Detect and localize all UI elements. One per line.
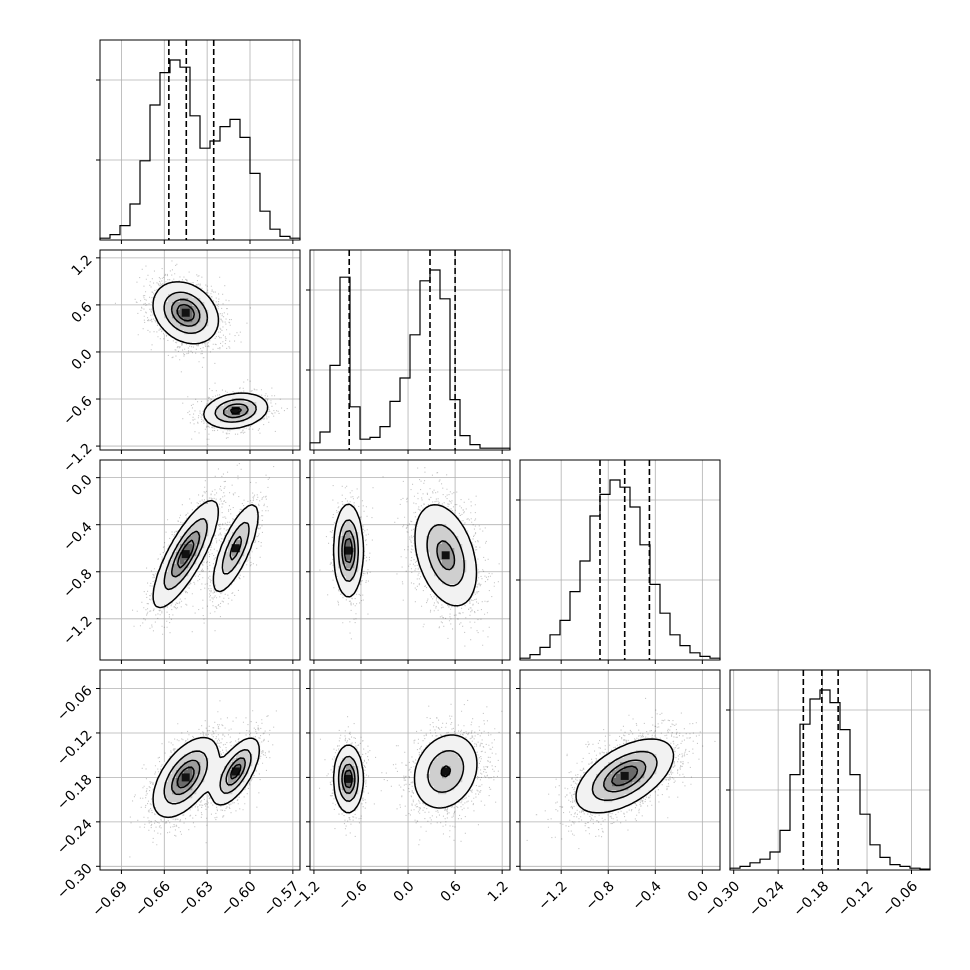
density-peak (181, 308, 190, 317)
x-tick-label: −1.2 (535, 878, 570, 913)
scatter-panel-0-1 (96, 249, 301, 454)
contour-line-level-1 (337, 749, 465, 802)
histogram-step (99, 59, 301, 240)
x-tick-label: −0.60 (218, 878, 260, 920)
x-tick-label: −0.24 (746, 878, 788, 920)
histogram-panel-2 (516, 459, 721, 664)
contour-line-level-0 (332, 503, 478, 607)
y-tick-label: 0.0 (69, 346, 96, 373)
scatter-panel-0-3 (96, 669, 301, 874)
x-tick-label: −0.30 (702, 878, 744, 920)
contour-line-level-0 (152, 736, 261, 819)
y-tick-label: −0.18 (54, 772, 96, 814)
density-fill-level-3 (176, 306, 241, 415)
scatter-panel-1-2 (306, 459, 511, 664)
panel-frame (99, 249, 301, 451)
scatter-panel-0-2 (96, 459, 301, 664)
panel-frame (729, 669, 931, 871)
x-tick-label: −0.66 (132, 878, 174, 920)
density-peak (231, 767, 240, 776)
density-peak (231, 406, 240, 415)
histogram-step (309, 269, 511, 450)
y-tick-label: −0.06 (54, 683, 96, 725)
contour-line-level-2 (341, 763, 452, 795)
density-fill-level-3 (176, 766, 241, 787)
density-peak (344, 774, 353, 783)
contour-line-level-1 (163, 291, 257, 423)
y-tick-label: −0.8 (60, 566, 95, 601)
histogram-panel-1 (306, 249, 511, 454)
contour-line-level-2 (603, 759, 647, 793)
y-tick-label: −0.30 (54, 861, 96, 903)
contour-line-level-3 (343, 537, 353, 564)
contour-line-level-0 (575, 738, 675, 814)
density-fill-level-1 (338, 520, 467, 585)
y-tick-label: −1.2 (60, 613, 95, 648)
x-tick-label: −0.63 (175, 878, 217, 920)
contour-line-level-1 (591, 750, 658, 802)
x-tick-label: −0.6 (335, 878, 370, 913)
contour-line-level-3 (176, 763, 242, 789)
density-fill-level-1 (164, 520, 249, 589)
x-tick-label: −0.18 (791, 878, 833, 920)
contour-line-level-0 (152, 281, 269, 430)
contour-line-level-3 (343, 769, 353, 789)
panel-frame (519, 459, 721, 661)
y-tick-label: −0.12 (54, 727, 96, 769)
panel-frame (309, 249, 511, 451)
contour-line-level-1 (163, 749, 252, 805)
contour-line-level-1 (163, 518, 250, 591)
density-peak (344, 546, 353, 555)
y-tick-label: −0.6 (60, 393, 95, 428)
contour-line-level-0 (152, 499, 259, 609)
contour-line-level-3 (611, 765, 639, 787)
panel-frame (99, 669, 301, 871)
contour-line-level-3 (176, 539, 195, 569)
contour-line-level-2 (170, 530, 243, 578)
contour-line-level-2 (170, 298, 249, 419)
scatter-panel-1-3 (306, 669, 511, 874)
scatter-points (319, 699, 503, 846)
y-tick-label: −0.24 (54, 816, 96, 858)
x-tick-label: 0.0 (391, 878, 418, 905)
x-tick-label: 0.6 (438, 878, 465, 905)
panel-frame (99, 459, 301, 661)
density-peak (181, 550, 190, 559)
panel-frame (99, 39, 301, 241)
panel-frame (309, 669, 511, 871)
x-tick-label: −0.4 (630, 878, 665, 913)
histogram-panel-3 (726, 669, 931, 874)
contour-line-level-2 (170, 757, 246, 796)
y-tick-label: −1.2 (60, 440, 95, 475)
panel-frame (309, 459, 511, 661)
contour-line-level-0 (332, 734, 478, 814)
scatter-panel-2-3 (516, 669, 721, 874)
y-tick-label: 0.6 (69, 299, 96, 326)
contour-line-level-3 (176, 303, 242, 415)
density-peak (181, 773, 190, 782)
histogram-step (519, 479, 721, 660)
density-peak (231, 544, 240, 553)
histogram-step (729, 689, 931, 870)
contour-line-level-2 (341, 529, 456, 572)
x-tick-label: 1.2 (485, 878, 512, 905)
x-tick-label: −0.69 (89, 878, 131, 920)
y-tick-label: 1.2 (69, 252, 96, 279)
x-tick-label: −0.12 (835, 878, 877, 920)
histogram-panel-0 (96, 39, 301, 244)
y-tick-label: 0.0 (69, 472, 96, 499)
panel-frame (519, 669, 721, 871)
density-peak (441, 551, 450, 560)
contour-line-level-1 (337, 519, 465, 587)
x-tick-label: −0.8 (582, 878, 617, 913)
x-tick-label: −0.06 (879, 878, 921, 920)
density-peak (620, 771, 629, 780)
density-peak (441, 767, 450, 776)
y-tick-label: −0.4 (60, 519, 95, 554)
